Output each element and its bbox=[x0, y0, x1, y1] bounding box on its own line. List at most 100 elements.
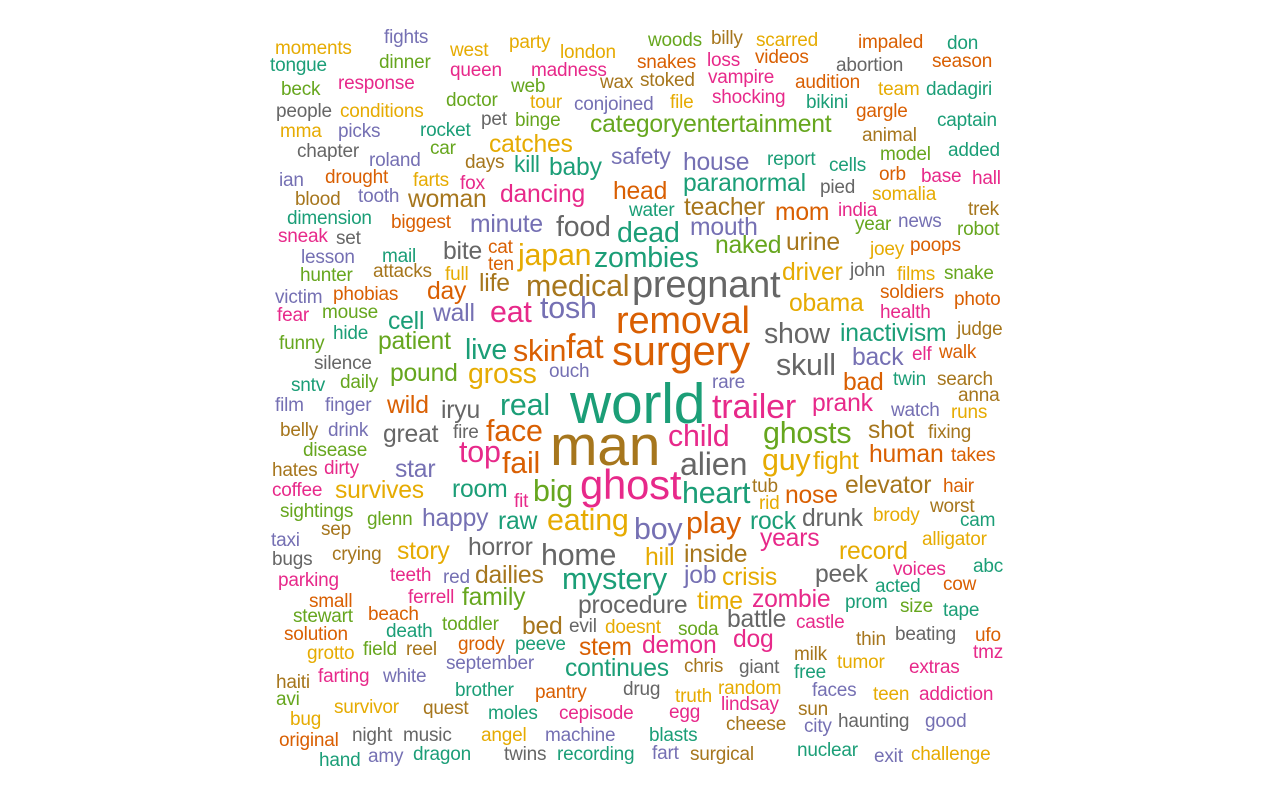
word-fights: fights bbox=[384, 27, 429, 48]
word-soldiers: soldiers bbox=[880, 282, 944, 303]
word-addiction: addiction bbox=[919, 684, 994, 705]
word-farts: farts bbox=[413, 170, 449, 191]
word-somalia: somalia bbox=[872, 184, 937, 205]
word-world: world bbox=[570, 372, 706, 436]
word-record: record bbox=[839, 538, 908, 565]
word-urine: urine bbox=[786, 229, 840, 256]
word-top: top bbox=[459, 435, 501, 469]
word-elf: elf bbox=[912, 344, 932, 365]
word-gross: gross bbox=[468, 358, 537, 390]
word-search: search bbox=[937, 369, 993, 390]
word-hill: hill bbox=[645, 544, 675, 571]
word-cat: cat bbox=[488, 237, 513, 258]
word-ghost: ghost bbox=[580, 461, 682, 508]
word-great: great bbox=[383, 421, 439, 448]
word-kill: kill bbox=[514, 151, 540, 177]
word-challenge: challenge bbox=[911, 744, 991, 765]
word-zombies: zombies bbox=[594, 242, 699, 274]
word-response: response bbox=[338, 73, 415, 94]
word-prank: prank bbox=[812, 390, 873, 417]
word-teen: teen bbox=[873, 684, 910, 705]
word-robot: robot bbox=[957, 219, 1000, 240]
word-boy: boy bbox=[634, 512, 683, 546]
word-continues: continues bbox=[565, 655, 669, 682]
word-wax: wax bbox=[600, 72, 634, 93]
word-impaled: impaled bbox=[858, 32, 924, 53]
word-day: day bbox=[427, 278, 467, 305]
word-driver: driver bbox=[782, 259, 843, 286]
word-news: news bbox=[898, 211, 942, 232]
word-rocket: rocket bbox=[420, 120, 471, 141]
word-set: set bbox=[336, 228, 361, 249]
word-red: red bbox=[443, 567, 470, 588]
word-ten: ten bbox=[488, 254, 514, 275]
word-watch: watch bbox=[891, 400, 940, 421]
word-ferrell: ferrell bbox=[408, 587, 455, 608]
word-ian: ian bbox=[279, 170, 304, 191]
word-fox: fox bbox=[460, 173, 485, 194]
word-haunting: haunting bbox=[838, 711, 910, 732]
word-house: house bbox=[683, 149, 750, 176]
word-soda: soda bbox=[678, 619, 719, 640]
word-drink: drink bbox=[328, 420, 369, 441]
word-picks: picks bbox=[338, 121, 381, 142]
word-conditions: conditions bbox=[340, 101, 424, 122]
word-original: original bbox=[279, 730, 339, 751]
word-skin: skin bbox=[513, 334, 567, 368]
word-sun: sun bbox=[798, 699, 829, 720]
word-fire: fire bbox=[453, 422, 479, 443]
word-bed: bed bbox=[522, 613, 563, 640]
word-mom: mom bbox=[775, 199, 830, 226]
word-wall: wall bbox=[433, 300, 475, 327]
word-health: health bbox=[880, 302, 931, 323]
word-random: random bbox=[718, 678, 782, 699]
word-ufo: ufo bbox=[975, 625, 1001, 646]
word-prom: prom bbox=[845, 592, 888, 613]
word-crisis: crisis bbox=[722, 564, 778, 591]
word-cow: cow bbox=[943, 574, 977, 595]
word-hates: hates bbox=[272, 460, 318, 481]
word-beck: beck bbox=[281, 79, 321, 100]
word-cam: cam bbox=[960, 510, 996, 531]
word-mouse: mouse bbox=[322, 302, 379, 323]
word-report: report bbox=[767, 149, 816, 170]
word-mail: mail bbox=[382, 246, 417, 267]
word-bite: bite bbox=[443, 238, 483, 265]
word-inactivism: inactivism bbox=[840, 320, 947, 347]
word-voices: voices bbox=[893, 559, 946, 580]
word-dinner: dinner bbox=[379, 52, 431, 73]
word-scarred: scarred bbox=[756, 30, 818, 51]
word-drunk: drunk bbox=[802, 505, 863, 532]
word-water: water bbox=[629, 200, 675, 221]
word-videos: videos bbox=[755, 47, 809, 68]
word-year: year bbox=[855, 214, 892, 235]
word-hair: hair bbox=[943, 476, 974, 497]
word-exit: exit bbox=[874, 746, 903, 767]
word-photo: photo bbox=[954, 289, 1001, 310]
word-abc: abc bbox=[973, 556, 1004, 577]
word-surgery: surgery bbox=[612, 327, 750, 374]
word-machine: machine bbox=[545, 725, 616, 746]
word-twins: twins bbox=[504, 744, 547, 765]
word-evil: evil bbox=[569, 616, 597, 637]
word-quest: quest bbox=[423, 698, 469, 719]
word-dimension: dimension bbox=[287, 208, 372, 229]
word-grody: grody bbox=[458, 634, 505, 655]
word-judge: judge bbox=[957, 319, 1003, 340]
word-trek: trek bbox=[968, 199, 999, 220]
word-belly: belly bbox=[280, 420, 319, 441]
word-dancing: dancing bbox=[500, 181, 586, 208]
word-castle: castle bbox=[796, 612, 845, 633]
word-team: team bbox=[878, 79, 920, 100]
word-man: man bbox=[550, 414, 661, 478]
word-live: live bbox=[465, 334, 507, 366]
word-minute: minute bbox=[470, 211, 543, 238]
word-heart: heart bbox=[682, 476, 751, 510]
word-mma: mma bbox=[280, 121, 322, 142]
word-milk: milk bbox=[794, 644, 827, 665]
word-billy: billy bbox=[711, 28, 743, 49]
word-haiti: haiti bbox=[276, 672, 310, 693]
word-gargle: gargle bbox=[856, 101, 908, 122]
word-cells: cells bbox=[829, 155, 867, 176]
word-life: life bbox=[479, 270, 510, 297]
